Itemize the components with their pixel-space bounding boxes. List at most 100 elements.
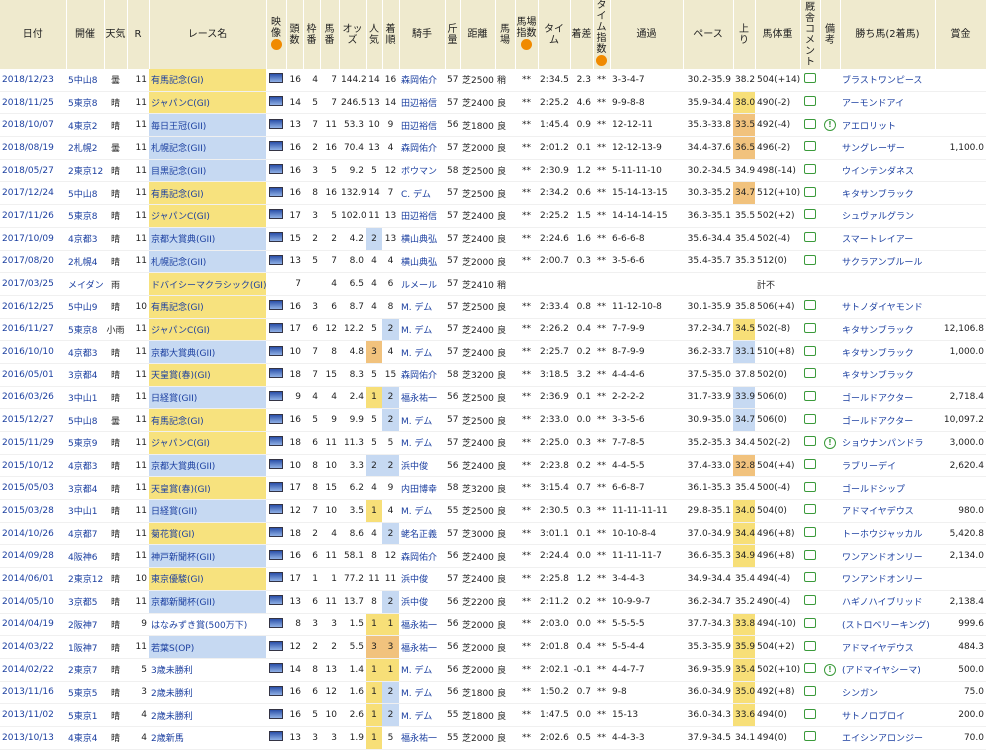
- video-icon: [269, 504, 283, 515]
- frame: 2: [303, 227, 320, 251]
- video-cell: [266, 613, 286, 637]
- head-count: 16: [286, 681, 303, 705]
- body-weight: 494(-10): [755, 613, 800, 637]
- column-header: 馬番: [320, 0, 340, 69]
- comment-cell: [800, 544, 820, 569]
- weather: 晴: [104, 454, 127, 478]
- video-cell: [266, 499, 286, 523]
- date: 2017/10/09: [0, 227, 66, 251]
- track-index: **: [515, 159, 538, 183]
- column-header: タイム指数: [593, 0, 611, 69]
- pace: 36.0-34.9: [683, 681, 733, 705]
- video-cell: [266, 408, 286, 432]
- race-number: 11: [127, 386, 149, 410]
- weather: 晴: [104, 227, 127, 251]
- comment-cell: [800, 681, 820, 705]
- weather: 晴: [104, 363, 127, 387]
- race-name: 札幌記念(GII): [149, 136, 266, 160]
- track-index: **: [515, 386, 538, 410]
- comment-cell: [800, 454, 820, 478]
- head-count: 16: [286, 69, 303, 92]
- header-text: 頭数: [289, 23, 300, 46]
- note-icon: !: [824, 436, 836, 449]
- comment-cell: [800, 91, 820, 115]
- video-cell: [266, 431, 286, 455]
- jockey: ルメール: [399, 272, 445, 296]
- jockey: 蛯名正義: [399, 522, 445, 546]
- column-header: 馬場: [495, 0, 516, 69]
- date: 2016/12/25: [0, 295, 66, 319]
- distance: 芝2400: [460, 544, 495, 569]
- track-index: **: [515, 340, 538, 364]
- race-number: 11: [127, 250, 149, 274]
- jockey: M. デム: [399, 703, 445, 727]
- track-index: **: [515, 363, 538, 387]
- finish: 7: [382, 181, 399, 206]
- comment-cell: [800, 499, 820, 523]
- prize: [935, 69, 986, 92]
- prize: [935, 227, 986, 251]
- video-cell: [266, 363, 286, 387]
- track: 良: [495, 726, 515, 750]
- distance: 芝2400: [460, 91, 495, 115]
- frame: 3: [303, 295, 320, 319]
- pace: 30.2-34.5: [683, 159, 733, 183]
- track-index: **: [515, 613, 538, 637]
- odds: 70.4: [339, 136, 366, 160]
- venue: 4東京2: [66, 113, 104, 138]
- time-index: **: [593, 204, 610, 228]
- margin: -0.1: [570, 658, 593, 682]
- winner: スマートレイアー: [840, 227, 935, 251]
- finish: 4: [382, 250, 399, 274]
- time-index: **: [593, 499, 610, 523]
- track: 良: [495, 91, 515, 115]
- weight: 57: [445, 522, 460, 546]
- track-index: **: [515, 522, 538, 546]
- venue: 4京都7: [66, 522, 104, 546]
- video-icon: [269, 73, 283, 84]
- prize: [935, 567, 986, 591]
- horse-number: 16: [320, 136, 339, 160]
- video-cell: [266, 590, 286, 614]
- time-index: [593, 272, 610, 296]
- winner: サトノロブロイ: [840, 703, 935, 727]
- winner: ウインテンダネス: [840, 159, 935, 183]
- passing: [610, 272, 683, 296]
- margin: 0.4: [570, 635, 593, 659]
- comment-icon: [804, 345, 816, 356]
- horse-number: 13: [320, 658, 339, 682]
- time-index: **: [593, 318, 610, 342]
- odds: 6.2: [339, 476, 366, 501]
- weather: 晴: [104, 567, 127, 591]
- finish: 2: [382, 386, 399, 410]
- comment-cell: [800, 386, 820, 410]
- weather: 晴: [104, 476, 127, 501]
- distance: 芝1800: [460, 113, 495, 138]
- track: 良: [495, 613, 515, 637]
- passing: 15-13: [610, 703, 683, 727]
- comment-cell: [800, 113, 820, 138]
- video-cell: [266, 544, 286, 569]
- prize: 75.0: [935, 681, 986, 705]
- popularity: 14: [366, 69, 382, 92]
- body-weight: 504(+14): [755, 69, 800, 92]
- comment-cell: [800, 726, 820, 750]
- time-index: **: [593, 408, 610, 432]
- passing: 10-9-9-7: [610, 590, 683, 614]
- video-icon: [269, 640, 283, 651]
- prize: 1,100.0: [935, 136, 986, 160]
- margin: 1.5: [570, 204, 593, 228]
- venue: 5東京1: [66, 703, 104, 727]
- comment-icon: [804, 96, 816, 107]
- video-cell: [266, 69, 286, 92]
- header-text: 人気: [369, 23, 379, 46]
- frame: 2: [303, 635, 320, 659]
- note-cell: [820, 363, 840, 387]
- jockey: M. デム: [399, 681, 445, 705]
- jockey: 浜中俊: [399, 454, 445, 478]
- result-row: 2017/11/26 5東京8 晴 11 ジャパンC(GI) 17 3 5 102.0 11 13 田…: [0, 204, 986, 228]
- head-count: 8: [286, 613, 303, 637]
- header-text: 厩舎コメント: [805, 1, 815, 68]
- track: 良: [495, 318, 515, 342]
- frame: 7: [303, 363, 320, 387]
